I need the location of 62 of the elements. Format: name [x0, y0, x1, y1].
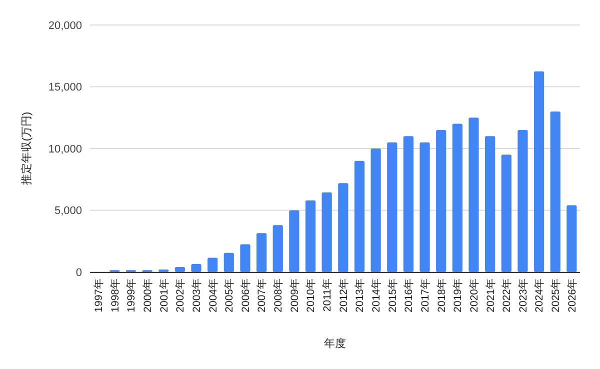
x-tick-label: 2020年 — [468, 278, 480, 312]
bar — [174, 267, 185, 272]
bar — [370, 148, 381, 272]
x-tick-label: 1997年 — [93, 278, 105, 312]
x-tick-label: 2018年 — [436, 278, 448, 312]
x-tick-label: 2006年 — [240, 278, 252, 312]
x-tick-label: 2023年 — [517, 278, 530, 312]
y-tick-label: 15,000 — [48, 82, 82, 94]
bar — [436, 130, 446, 272]
bar — [338, 183, 348, 272]
y-tick-label: 0 — [76, 266, 82, 279]
x-tick-label: 2004年 — [207, 278, 220, 312]
x-tick-label: 2008年 — [272, 278, 285, 312]
bar — [501, 154, 512, 272]
bar — [420, 142, 430, 272]
x-tick-label: 2011年 — [322, 278, 334, 312]
bar — [566, 205, 577, 272]
bar — [289, 210, 300, 272]
x-tick-label: 2019年 — [452, 278, 464, 312]
bar — [305, 200, 316, 272]
x-tick-label: 2017年 — [419, 278, 432, 312]
bar — [256, 233, 267, 272]
bar — [224, 252, 234, 272]
x-tick-label: 2007年 — [256, 278, 268, 312]
bar — [468, 118, 479, 272]
x-tick-label: 2001年 — [158, 278, 170, 312]
bar — [240, 244, 250, 272]
bar — [550, 111, 560, 272]
y-tick-label: 20,000 — [48, 20, 82, 32]
bar — [272, 225, 283, 272]
x-tick-label: 1998年 — [109, 278, 122, 312]
y-tick-label: 5,000 — [54, 205, 82, 218]
x-tick-label: 2024年 — [534, 278, 546, 312]
bar — [191, 264, 202, 272]
x-tick-label: 2015年 — [386, 278, 399, 312]
x-tick-label: 2005年 — [224, 278, 236, 312]
x-tick-label: 2012年 — [338, 278, 350, 312]
x-tick-label: 2025年 — [550, 278, 562, 312]
bar — [452, 124, 462, 272]
bar — [354, 160, 365, 272]
bar — [534, 71, 544, 272]
x-tick-label: 2000年 — [142, 278, 154, 312]
x-tick-label: 2009年 — [288, 278, 301, 312]
x-tick-label: 2002年 — [174, 278, 187, 312]
x-tick-label: 2021年 — [484, 278, 497, 312]
x-tick-label: 2016年 — [403, 278, 416, 312]
bar — [322, 192, 332, 272]
y-axis-title: 推定年収(万円) — [20, 112, 33, 186]
x-tick-label: 2010年 — [305, 278, 318, 312]
bar — [387, 142, 398, 272]
bar — [518, 130, 528, 272]
x-tick-label: 2003年 — [190, 278, 203, 312]
x-tick-label: 2013年 — [354, 278, 366, 312]
x-tick-label: 2014年 — [370, 278, 382, 312]
x-tick-label: 2026年 — [566, 278, 578, 312]
x-tick-label: 2022年 — [501, 278, 514, 312]
y-tick-label: 10,000 — [48, 143, 82, 156]
x-tick-label: 1999年 — [126, 278, 138, 312]
bar — [485, 136, 496, 272]
bar — [208, 258, 218, 272]
x-axis-title: 年度 — [324, 337, 346, 350]
bar — [403, 136, 414, 272]
